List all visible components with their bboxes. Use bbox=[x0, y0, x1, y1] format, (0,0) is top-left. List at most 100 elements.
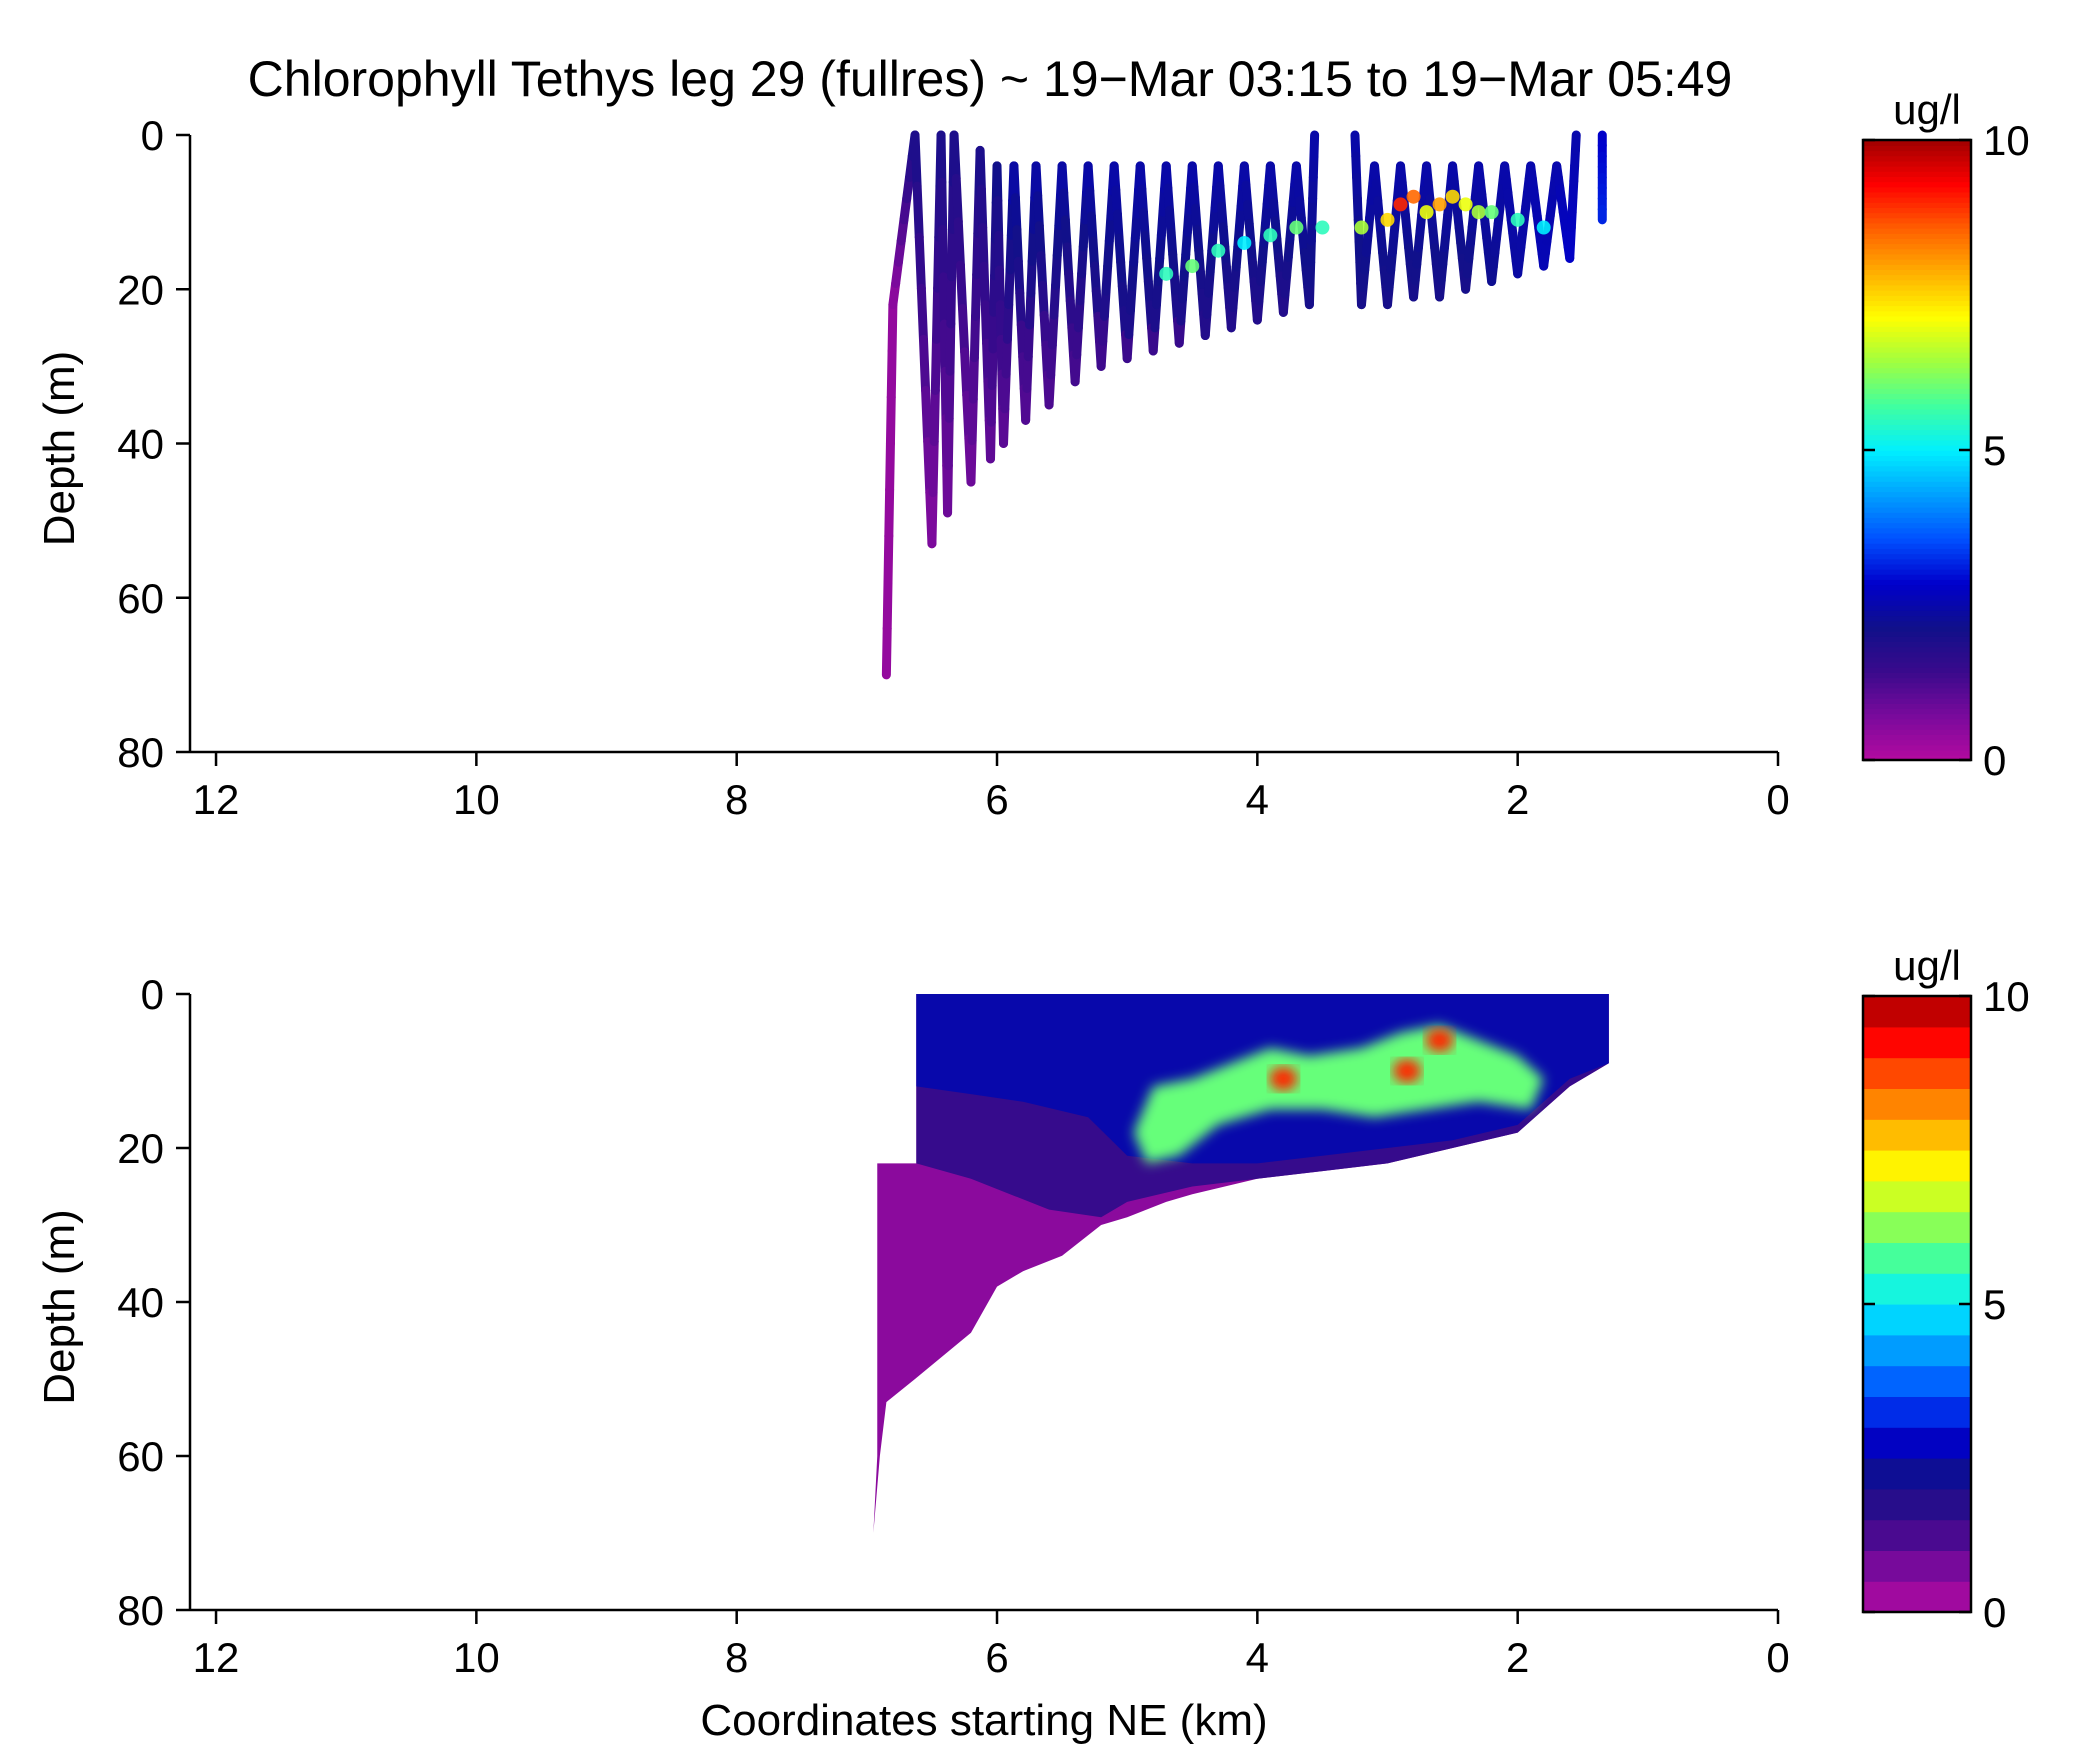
profile-segment bbox=[1031, 161, 1043, 201]
y-tick-label: 80 bbox=[117, 1587, 164, 1634]
profile-segment bbox=[971, 270, 982, 321]
colorbar-segment bbox=[1863, 419, 1971, 425]
profile-segment bbox=[975, 145, 986, 194]
x-tick-label: 8 bbox=[725, 1634, 748, 1681]
profile-segment bbox=[1064, 269, 1075, 306]
profile-segment bbox=[972, 228, 983, 280]
profile-segment bbox=[943, 413, 954, 471]
profile-segment bbox=[1025, 288, 1036, 330]
colorbar-segment bbox=[1863, 703, 1971, 710]
profile-segment bbox=[887, 300, 898, 356]
x-tick-label: 0 bbox=[1766, 1634, 1789, 1681]
profile-segment bbox=[1075, 269, 1087, 306]
top-y-axis: 0 20 40 60 80 bbox=[117, 112, 192, 776]
colorbar-level bbox=[1863, 1458, 1971, 1490]
colorbar-segment bbox=[1863, 295, 1971, 301]
colorbar-segment bbox=[1863, 140, 1971, 146]
colorbar-segment bbox=[1863, 537, 1971, 544]
profile-segment bbox=[986, 417, 996, 464]
profile-segment bbox=[1015, 288, 1026, 330]
colorbar-segment bbox=[1863, 692, 1971, 699]
colorbar-segment bbox=[1863, 672, 1971, 679]
colorbar-segment bbox=[1863, 754, 1971, 761]
colorbar-segment bbox=[1863, 269, 1971, 276]
profile-segment bbox=[1009, 161, 1020, 203]
colorbar-segment bbox=[1863, 326, 1971, 332]
colorbar-segment bbox=[1863, 434, 1971, 441]
bloom-point bbox=[1159, 266, 1174, 281]
profile-segment bbox=[918, 334, 931, 395]
colorbar-level bbox=[1863, 1581, 1971, 1613]
profile-segment bbox=[993, 196, 1004, 240]
colorbar-segment bbox=[1863, 605, 1971, 611]
colorbar-segment bbox=[1863, 651, 1971, 658]
colorbar-level bbox=[1863, 1365, 1971, 1397]
profile-segment bbox=[1021, 384, 1032, 425]
colorbar-segment bbox=[1863, 320, 1971, 327]
bloom-band-region bbox=[1133, 1024, 1544, 1164]
colorbar-tick-label: 0 bbox=[1983, 1589, 2006, 1636]
top-y-axis-label: Depth (m) bbox=[35, 351, 84, 547]
colorbar-segment bbox=[1863, 630, 1971, 637]
profile-segment bbox=[978, 223, 989, 271]
bloom-point bbox=[1315, 220, 1330, 235]
colorbar-segment bbox=[1863, 641, 1971, 648]
profile-segment bbox=[914, 232, 926, 293]
colorbar-segment bbox=[1863, 264, 1971, 270]
profile-segment bbox=[1073, 296, 1085, 333]
profile-segment bbox=[1065, 296, 1077, 333]
profile-segment bbox=[912, 181, 924, 242]
x-tick-label: 4 bbox=[1246, 1634, 1269, 1681]
profile-segment bbox=[976, 184, 988, 233]
profile-segment bbox=[1004, 265, 1015, 310]
profile-segment bbox=[986, 381, 997, 427]
colorbar-segment bbox=[1863, 475, 1971, 482]
colorbar-segment bbox=[1863, 620, 1971, 627]
y-tick-label: 20 bbox=[117, 1125, 164, 1172]
profile-segment bbox=[1078, 215, 1090, 252]
profile-segment bbox=[967, 394, 978, 446]
profile-segment bbox=[916, 283, 928, 344]
profile-segment bbox=[1036, 251, 1048, 290]
profile-segment bbox=[1039, 310, 1051, 350]
colorbar-segment bbox=[1863, 610, 1971, 617]
profile-segment bbox=[947, 224, 957, 282]
colorbar-segment bbox=[1863, 713, 1971, 720]
colorbar-segment bbox=[1863, 687, 1971, 694]
colorbar-level bbox=[1863, 1396, 1971, 1428]
colorbar-segment bbox=[1863, 191, 1971, 198]
colorbar-segment bbox=[1863, 248, 1971, 255]
profile-segment bbox=[995, 300, 1006, 344]
bottom-y-axis-label: Depth (m) bbox=[35, 1209, 84, 1405]
colorbar-segment bbox=[1863, 615, 1971, 622]
colorbar-segment bbox=[1863, 155, 1971, 162]
top-colorbar: 0 5 10 bbox=[1861, 117, 2030, 784]
colorbar-level bbox=[1863, 1088, 1971, 1120]
colorbar-tick-label: 0 bbox=[1983, 737, 2006, 784]
profile-segment bbox=[980, 300, 992, 348]
colorbar-segment bbox=[1863, 233, 1971, 239]
colorbar-level bbox=[1863, 1211, 1971, 1243]
colorbar-segment bbox=[1863, 656, 1971, 663]
profile-segment bbox=[994, 265, 1005, 310]
colorbar-segment bbox=[1863, 222, 1971, 229]
profile-segment bbox=[1059, 188, 1070, 225]
colorbar-tick-label: 5 bbox=[1983, 427, 2006, 474]
colorbar-segment bbox=[1863, 444, 1971, 451]
x-tick-label: 10 bbox=[453, 1634, 500, 1681]
bloom-point bbox=[1419, 205, 1434, 220]
colorbar-segment bbox=[1863, 176, 1971, 183]
profile-segment bbox=[881, 624, 892, 680]
colorbar-segment bbox=[1863, 579, 1971, 586]
profile-segment bbox=[958, 304, 970, 357]
x-tick-label: 8 bbox=[725, 776, 748, 823]
profile-segment bbox=[1013, 256, 1025, 298]
colorbar-segment bbox=[1863, 331, 1971, 338]
profile-segment bbox=[1049, 280, 1061, 320]
y-tick-label: 60 bbox=[117, 1433, 164, 1480]
top-x-axis: 12 10 8 6 4 2 0 bbox=[190, 750, 1790, 823]
profile-segment bbox=[1022, 352, 1033, 394]
profile-segment bbox=[966, 436, 977, 487]
colorbar-segment bbox=[1863, 646, 1971, 653]
colorbar-segment bbox=[1863, 739, 1971, 746]
